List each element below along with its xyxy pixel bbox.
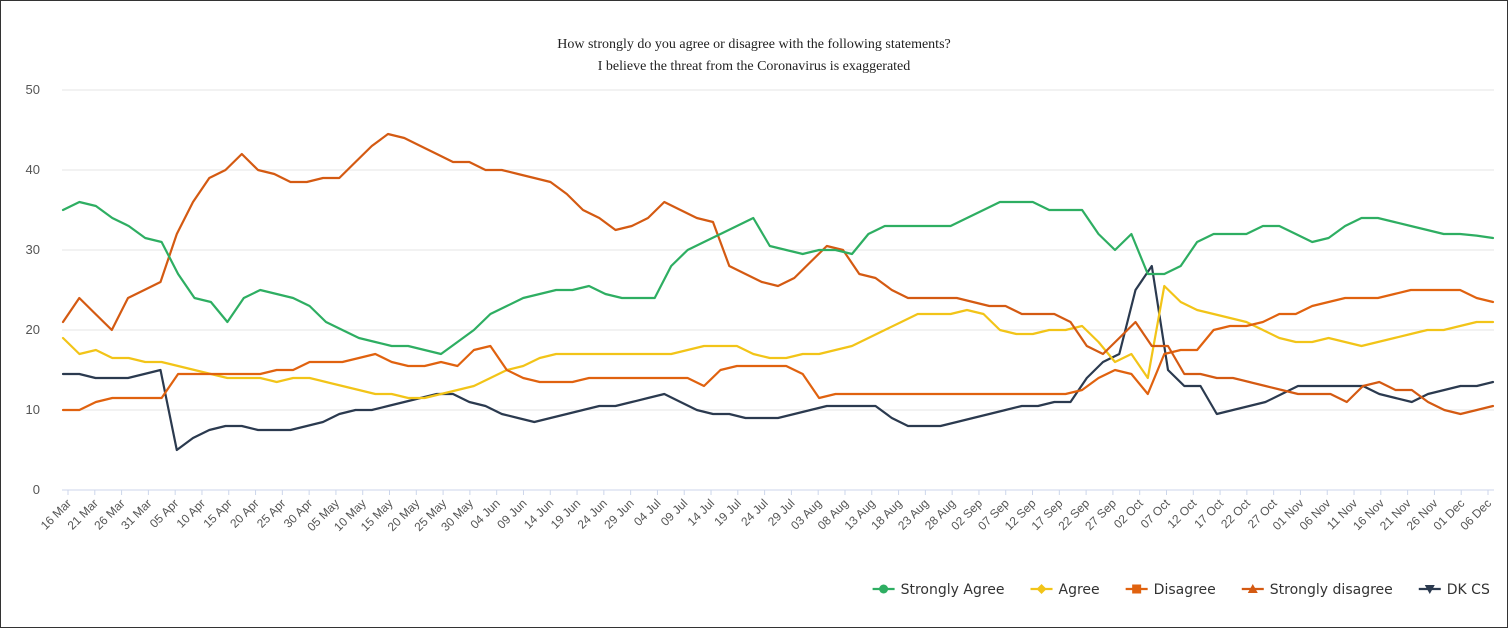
x-tick-label: 29 Jun [601,496,636,531]
legend-marker-dk-cs [1424,585,1435,594]
legend-label: Strongly Agree [901,582,1005,598]
y-tick-label: 50 [26,82,40,97]
series-line-agree [61,284,1495,400]
grid-lines [62,89,1494,491]
legend-label: Strongly disagree [1270,582,1393,598]
legend-label: Disagree [1154,582,1216,598]
legend-marker-strongly-agree [879,584,889,594]
legend-label: Agree [1059,582,1100,598]
series-line-dk-cs [61,264,1495,452]
legend-item-strongly-disagree[interactable]: Strongly disagree [1241,582,1393,598]
x-tick-label: 04 Jul [631,496,664,529]
legend-item-agree[interactable]: Agree [1030,582,1100,598]
legend: Strongly Agree Agree Disagree Strongly disa… [872,582,1490,598]
x-tick-label: 25 Apr [254,496,288,530]
x-tick-label: 09 Jul [658,496,691,529]
legend-marker-agree [1036,584,1047,594]
x-tick-label: 20 Apr [227,496,261,530]
x-tick-label: 19 Jul [711,496,744,529]
y-tick-label: 10 [26,402,40,417]
series-line-disagree [61,288,1495,412]
y-tick-label: 40 [26,162,40,177]
x-tick-label: 24 Jul [738,496,771,529]
x-tick-label: 05 Apr [147,496,181,530]
y-tick-label: 30 [26,242,40,257]
y-tick-label: 0 [33,482,40,497]
y-axis: 0 10 20 30 40 50 [26,82,40,497]
series-line-strongly-disagree [61,132,1495,416]
x-tick-label: 10 Apr [174,496,208,530]
legend-item-dk-cs[interactable]: DK CS [1418,582,1490,598]
chart-subtitle: I believe the threat from the Coronaviru… [598,59,911,74]
series-lines [61,132,1495,452]
legend-marker-strongly-disagree [1247,584,1258,593]
y-tick-label: 20 [26,322,40,337]
x-tick-label: 31 Mar [118,496,154,532]
legend-item-disagree[interactable]: Disagree [1125,582,1216,598]
series-line-strongly-agree [61,200,1495,356]
legend-label: DK CS [1447,582,1490,598]
x-tick-label: 27 Sep [1082,496,1119,533]
chart-title: How strongly do you agree or disagree wi… [557,37,950,52]
x-tick-label: 15 Apr [200,496,234,530]
legend-marker-disagree [1132,584,1142,594]
legend-item-strongly-agree[interactable]: Strongly Agree [872,582,1005,598]
x-tick-label: 14 Jul [685,496,718,529]
